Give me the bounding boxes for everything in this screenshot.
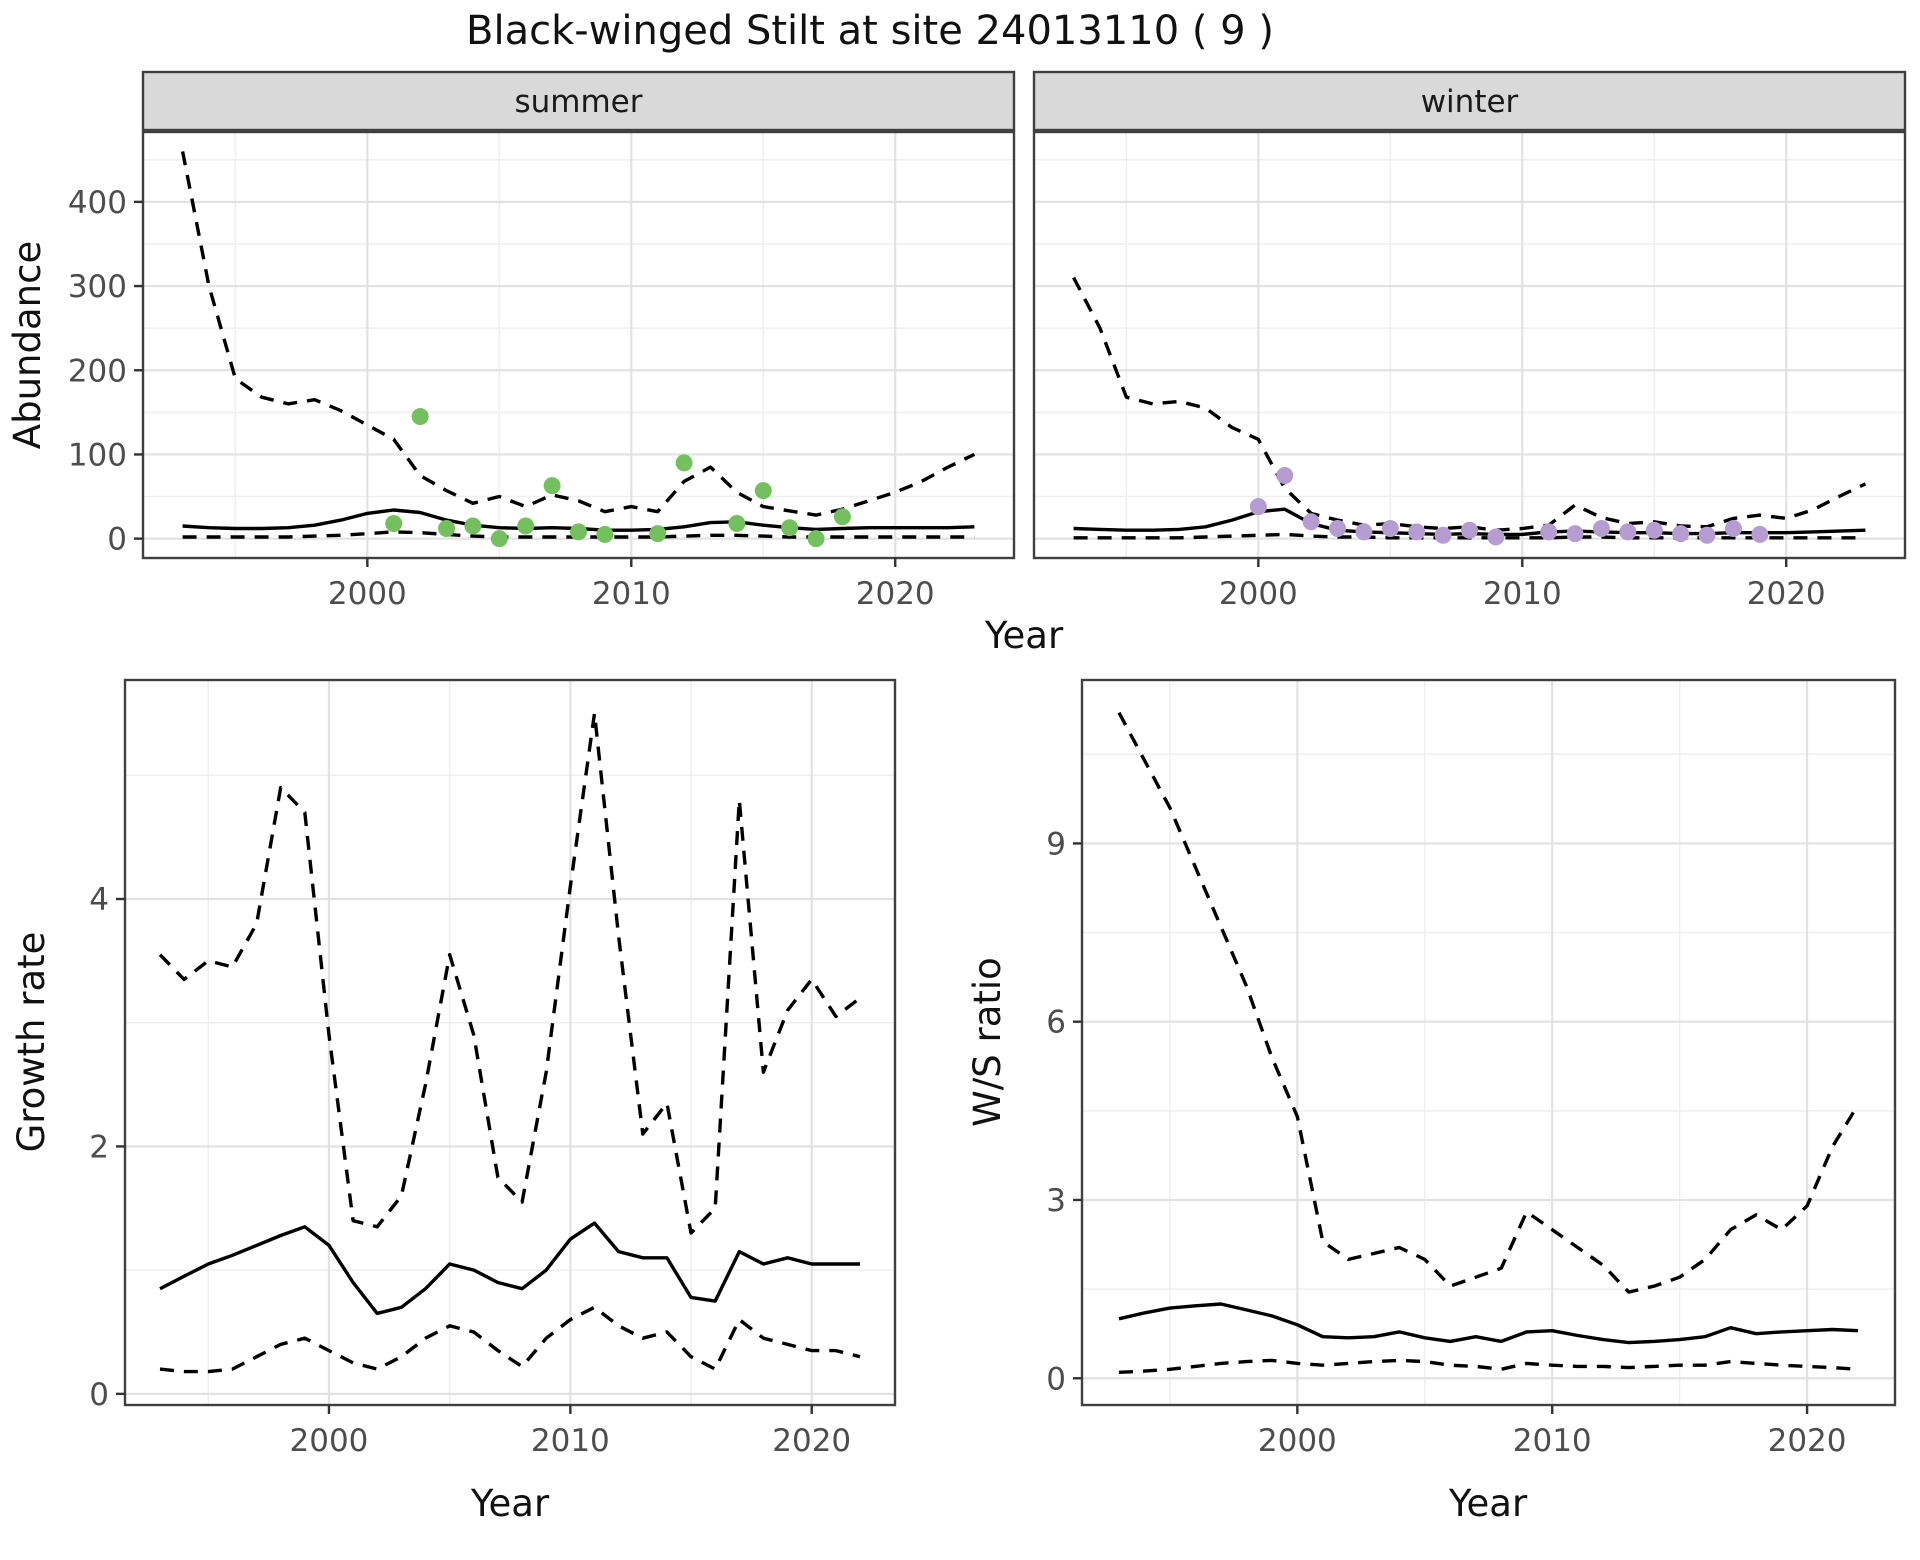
data-point-observed-counts-winter: [1487, 528, 1505, 546]
x-tick-label: 2000: [1219, 576, 1298, 612]
y-tick-label: 9: [1046, 826, 1066, 862]
data-point-observed-counts-winter: [1381, 520, 1399, 538]
series-growth-rate-upper-ci: [158, 711, 862, 1235]
x-tick-label: 2010: [1483, 576, 1562, 612]
facet-strip-winter: [1032, 70, 1907, 132]
data-point-observed-counts-winter: [1302, 513, 1320, 531]
data-point-observed-counts-winter: [1566, 525, 1584, 543]
x-tick-label: 2020: [1768, 1423, 1847, 1459]
data-point-observed-counts-summer: [490, 530, 508, 548]
panel-border-growth-rate: [123, 678, 897, 1407]
data-point-observed-counts-summer: [807, 530, 825, 548]
data-point-observed-counts-winter: [1751, 525, 1769, 543]
data-layer-ws-ratio: [1117, 711, 1860, 1374]
data-point-observed-counts-winter: [1249, 498, 1267, 516]
series-ws-ratio-lower-ci: [1118, 1358, 1859, 1374]
data-point-observed-counts-summer: [833, 508, 851, 526]
data-point-observed-counts-summer: [754, 482, 772, 500]
y-tick-label: 3: [1046, 1183, 1066, 1219]
x-tick-label: 2010: [531, 1423, 610, 1459]
y-tick-label: 0: [107, 522, 127, 558]
data-point-observed-counts-winter: [1329, 520, 1347, 538]
x-tick-label: 2020: [1747, 576, 1826, 612]
data-point-observed-counts-summer: [464, 517, 482, 535]
panel-bg-abundance-summer: [143, 132, 1014, 558]
x-tick-label: 2000: [328, 576, 407, 612]
facet-strip-label-winter: winter: [1421, 84, 1519, 120]
data-point-observed-counts-summer: [596, 525, 614, 543]
y-axis-title-ws-ratio: W/S ratio: [966, 957, 1009, 1127]
x-tick-label: 2010: [592, 576, 671, 612]
x-tick-label: 2020: [856, 576, 935, 612]
data-point-observed-counts-winter: [1645, 521, 1663, 539]
data-point-observed-counts-summer: [385, 514, 403, 532]
x-axis-title-year-ws: Year: [1448, 1482, 1528, 1525]
data-layer-growth-rate: [158, 711, 862, 1374]
series-growth-rate-lower-ci: [159, 1305, 861, 1374]
data-point-observed-counts-summer: [781, 519, 799, 537]
data-point-observed-counts-winter: [1355, 523, 1373, 541]
y-tick-label: 200: [68, 353, 127, 389]
data-layer-abundance-winter: [1072, 276, 1867, 546]
x-tick-label: 2020: [772, 1423, 851, 1459]
panel-bg-ws-ratio: [1082, 680, 1895, 1405]
y-tick-label: 400: [68, 185, 127, 221]
panel-border-ws-ratio: [1080, 678, 1897, 1407]
series-abundance-winter-upper-ci: [1072, 276, 1867, 532]
x-tick-label: 2000: [290, 1423, 369, 1459]
data-point-observed-counts-summer: [411, 408, 429, 426]
data-point-observed-counts-winter: [1724, 520, 1742, 538]
data-point-observed-counts-winter: [1434, 526, 1452, 544]
facet-strip-label-summer: summer: [514, 84, 642, 120]
data-point-observed-counts-summer: [675, 454, 693, 472]
data-point-observed-counts-summer: [517, 517, 535, 535]
series-ws-ratio-median: [1118, 1302, 1859, 1345]
y-tick-label: 300: [68, 269, 127, 305]
y-tick-label: 2: [89, 1129, 109, 1165]
data-point-observed-counts-winter: [1461, 521, 1478, 539]
data-layer-abundance-summer: [180, 151, 976, 548]
y-tick-label: 0: [1046, 1361, 1066, 1397]
data-point-observed-counts-winter: [1276, 466, 1294, 484]
data-point-observed-counts-summer: [570, 523, 587, 541]
data-point-observed-counts-winter: [1592, 520, 1610, 538]
data-point-observed-counts-winter: [1698, 526, 1716, 544]
data-point-observed-counts-summer: [438, 520, 456, 538]
plot-title: Black-winged Stilt at site 24013110 ( 9 …: [466, 8, 1274, 54]
x-axis-title-year-top: Year: [984, 614, 1064, 657]
data-point-observed-counts-winter: [1408, 523, 1426, 541]
y-tick-label: 6: [1046, 1005, 1066, 1041]
panel-bg-abundance-winter: [1034, 132, 1905, 558]
data-point-observed-counts-winter: [1540, 523, 1558, 541]
series-growth-rate-median: [159, 1221, 860, 1316]
y-axis-title-growth-rate: Growth rate: [10, 932, 53, 1153]
data-point-observed-counts-summer: [728, 514, 746, 532]
x-tick-label: 2000: [1258, 1423, 1337, 1459]
data-point-observed-counts-summer: [543, 477, 561, 495]
y-tick-label: 100: [68, 437, 127, 473]
data-point-observed-counts-summer: [649, 525, 667, 543]
facet-strip-summer: [141, 70, 1016, 132]
series-ws-ratio-upper-ci: [1117, 711, 1860, 1294]
x-axis-title-year-growth: Year: [470, 1482, 550, 1525]
data-point-observed-counts-winter: [1619, 523, 1637, 541]
panel-border-abundance-winter: [1032, 130, 1907, 560]
panel-border-abundance-summer: [141, 130, 1016, 560]
y-axis-title-abundance: Abundance: [6, 241, 49, 449]
panel-bg-growth-rate: [125, 680, 895, 1405]
x-tick-label: 2010: [1513, 1423, 1592, 1459]
y-tick-label: 4: [89, 882, 109, 918]
data-point-observed-counts-winter: [1672, 525, 1690, 543]
y-tick-label: 0: [89, 1377, 109, 1413]
